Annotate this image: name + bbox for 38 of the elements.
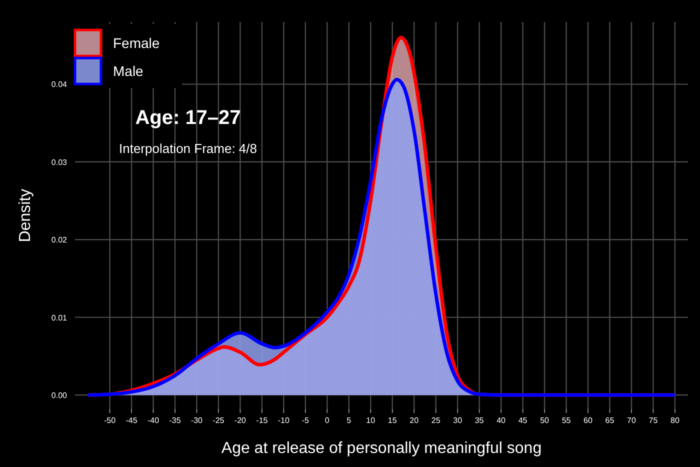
x-tick-label: 25 bbox=[431, 416, 441, 425]
legend-label: Male bbox=[113, 63, 144, 79]
x-tick-label: 40 bbox=[496, 416, 506, 425]
y-axis-title: Density bbox=[17, 188, 34, 242]
y-tick-label: 0.00 bbox=[51, 391, 68, 400]
x-tick-label: -45 bbox=[126, 416, 138, 425]
x-tick-label: -15 bbox=[256, 416, 268, 425]
x-tick-label: 15 bbox=[388, 416, 398, 425]
x-tick-label: 10 bbox=[366, 416, 376, 425]
x-tick-label: 70 bbox=[627, 416, 636, 425]
x-tick-label: 75 bbox=[648, 416, 658, 425]
x-tick-label: 20 bbox=[410, 416, 420, 425]
x-tick-label: 35 bbox=[474, 416, 484, 425]
x-tick-label: -40 bbox=[147, 416, 160, 425]
x-tick-label: -20 bbox=[234, 416, 247, 425]
x-tick-label: 5 bbox=[346, 416, 352, 425]
text: Interpolation Frame: 4/8 bbox=[118, 141, 258, 156]
x-tick-label: -5 bbox=[302, 416, 310, 425]
x-tick-label: -35 bbox=[169, 416, 182, 425]
x-tick-label: 80 bbox=[670, 416, 680, 425]
x-tick-label: 55 bbox=[562, 416, 572, 425]
x-tick-label: 30 bbox=[453, 416, 463, 425]
x-tick-label: 45 bbox=[518, 416, 528, 425]
y-tick-label: 0.03 bbox=[51, 158, 68, 167]
x-tick-label: -30 bbox=[190, 416, 204, 425]
y-tick-label: 0.02 bbox=[51, 236, 68, 245]
x-tick-label: 0 bbox=[324, 416, 330, 425]
x-tick-label: 60 bbox=[584, 416, 594, 425]
legend-label: Female bbox=[113, 35, 160, 51]
x-tick-label: 65 bbox=[605, 416, 615, 425]
x-axis-title: Age at release of personally meaningful song bbox=[221, 440, 542, 457]
x-tick-label: -25 bbox=[212, 416, 225, 425]
x-tick-label: 50 bbox=[540, 416, 550, 425]
x-tick-label: -10 bbox=[278, 416, 290, 425]
y-tick-label: 0.01 bbox=[51, 313, 68, 322]
y-tick-label: 0.04 bbox=[51, 80, 68, 90]
x-tick-label: -50 bbox=[104, 416, 116, 425]
text: Age: 17–27 bbox=[135, 107, 241, 129]
